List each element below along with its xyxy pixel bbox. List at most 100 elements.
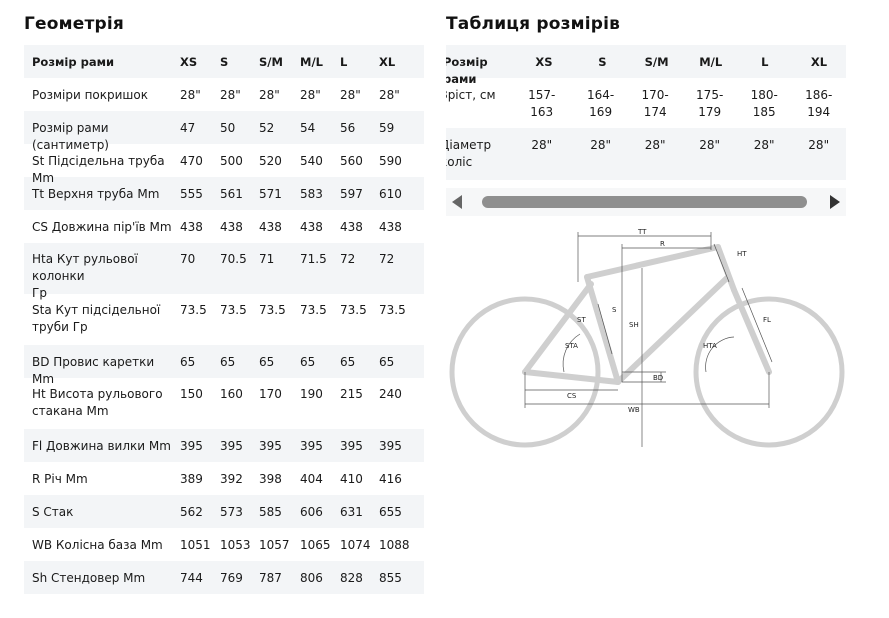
- geometry-cell: 170: [259, 387, 282, 401]
- geometry-cell: 65: [180, 355, 196, 369]
- diagram-label-fl: FL: [763, 316, 771, 324]
- geometry-row-label: S Стак: [24, 504, 180, 521]
- dimension-lines: [524, 232, 773, 447]
- geometry-cell: 240: [379, 387, 402, 401]
- geometry-cell: 769: [220, 571, 243, 585]
- size-cell: 175- 179: [682, 87, 737, 121]
- size-cell-line: 164-: [587, 88, 615, 102]
- geometry-cell: 1065: [300, 538, 331, 552]
- size-cell: 28": [628, 137, 683, 154]
- geometry-cell: 655: [379, 505, 402, 519]
- geometry-cell: 585: [259, 505, 282, 519]
- scroll-left-arrow-icon[interactable]: [452, 195, 462, 209]
- size-cell-line: 28": [808, 138, 830, 152]
- geometry-header-size: S: [220, 55, 229, 69]
- geometry-row-label: R Річ Mm: [24, 471, 180, 488]
- geometry-header-label: Розмір рами: [32, 55, 115, 69]
- size-cell-line: 194: [807, 105, 831, 119]
- geometry-cell: 631: [340, 505, 363, 519]
- geometry-cell: 28": [180, 88, 201, 102]
- geometry-cell: 47: [180, 121, 196, 135]
- geometry-row: R Річ Mm 389 392 398 404 410 416: [24, 462, 424, 495]
- geometry-cell: 555: [180, 187, 203, 201]
- scroll-thumb[interactable]: [482, 196, 807, 208]
- geometry-cell: 571: [259, 187, 282, 201]
- geometry-row: Sta Кут підсідельної труби Гр 73.5 73.5 73.5…: [24, 294, 424, 345]
- geometry-row-label: Sta Кут підсідельної труби Гр: [24, 302, 180, 336]
- geometry-row-label-line: WB Колісна база Mm: [32, 538, 163, 552]
- geometry-row: Fl Довжина вилки Mm 395 395 395 395 395 395: [24, 429, 424, 462]
- size-cell: 28": [573, 137, 628, 154]
- diagram-label-tt: TT: [637, 228, 647, 236]
- geometry-cell: 561: [220, 187, 243, 201]
- bike-geometry-diagram: TT R HT S SH ST STA FL HTA BD CS WB: [449, 228, 845, 448]
- size-cell-line: 170-: [641, 88, 669, 102]
- geometry-cell: 787: [259, 571, 282, 585]
- geometry-cell: 573: [220, 505, 243, 519]
- size-table-title: Таблиця розмірів: [446, 14, 621, 34]
- size-header-size: XL: [810, 55, 828, 69]
- geometry-cell: 438: [259, 220, 282, 234]
- size-row-label-line: коліс: [446, 155, 473, 169]
- geometry-header-size: XS: [180, 55, 198, 69]
- diagram-label-hta: HTA: [703, 342, 717, 350]
- size-cell-line: 28": [699, 138, 721, 152]
- size-row-label: Зріст, см: [446, 87, 510, 104]
- geometry-cell: 395: [300, 439, 323, 453]
- size-header-size: XS: [535, 55, 553, 69]
- diagram-label-cs: CS: [567, 392, 577, 400]
- diagram-label-st: ST: [577, 316, 586, 324]
- geometry-cell: 562: [180, 505, 203, 519]
- geometry-cell: 73.5: [259, 303, 286, 317]
- size-header-label: Розмір рами: [446, 55, 488, 86]
- diagram-label-wb: WB: [628, 406, 640, 414]
- geometry-row: Розмір рами (сантиметр) 47 50 52 54 56 59: [24, 111, 424, 152]
- size-table-scrollbar[interactable]: [446, 188, 846, 216]
- geometry-cell: 65: [220, 355, 236, 369]
- geometry-cell: 438: [300, 220, 323, 234]
- diagram-label-r: R: [660, 240, 665, 248]
- geometry-cell: 72: [379, 252, 395, 266]
- geometry-row: Ht Висота рульового стакана Mm 150 160 170 19…: [24, 378, 424, 429]
- size-cell: 164- 169: [573, 87, 628, 121]
- size-cell: 157- 163: [510, 87, 573, 121]
- geometry-cell: 28": [220, 88, 241, 102]
- geometry-row-label: WB Колісна база Mm: [24, 537, 180, 554]
- geometry-header-size: XL: [379, 55, 396, 69]
- geometry-cell: 73.5: [180, 303, 207, 317]
- geometry-cell: 744: [180, 571, 203, 585]
- geometry-cell: 610: [379, 187, 402, 201]
- size-cell-line: 28": [590, 138, 612, 152]
- geometry-row: S Стак 562 573 585 606 631 655: [24, 495, 424, 528]
- size-row-label: Діаметр коліс: [446, 137, 510, 171]
- size-cell-line: 28": [644, 138, 666, 152]
- geometry-cell: 73.5: [220, 303, 247, 317]
- size-cell-line: 175-: [696, 88, 724, 102]
- geometry-row-label-line: Гр: [32, 286, 47, 300]
- geometry-row: WB Колісна база Mm 1051 1053 1057 1065 1074 10…: [24, 528, 424, 561]
- geometry-cell: 28": [340, 88, 361, 102]
- geometry-cell: 438: [180, 220, 203, 234]
- geometry-cell: 28": [379, 88, 400, 102]
- geometry-cell: 59: [379, 121, 395, 135]
- diagram-label-sh: SH: [629, 321, 639, 329]
- geometry-cell: 395: [379, 439, 402, 453]
- geometry-row-label: Розміри покришок: [24, 87, 180, 104]
- diagram-label-bd: BD: [653, 374, 663, 382]
- geometry-cell: 416: [379, 472, 402, 486]
- size-header-size: L: [761, 55, 769, 69]
- size-cell-line: 28": [753, 138, 775, 152]
- geometry-cell: 73.5: [340, 303, 367, 317]
- size-cell: 28": [737, 137, 792, 154]
- geometry-cell: 150: [180, 387, 203, 401]
- geometry-row: Tt Верхня труба Mm 555 561 571 583 597 610: [24, 177, 424, 210]
- geometry-header-size: L: [340, 55, 348, 69]
- size-cell-line: 174: [643, 105, 667, 119]
- geometry-row-label-line: Tt Верхня труба Mm: [32, 187, 160, 201]
- geometry-row-label-line: стакана Mm: [32, 404, 109, 418]
- geometry-cell: 1088: [379, 538, 410, 552]
- geometry-cell: 65: [300, 355, 316, 369]
- diagram-label-sta: STA: [565, 342, 578, 350]
- scroll-right-arrow-icon[interactable]: [830, 195, 840, 209]
- geometry-header-row: Розмір рами XS S S/M M/L L XL: [24, 45, 424, 78]
